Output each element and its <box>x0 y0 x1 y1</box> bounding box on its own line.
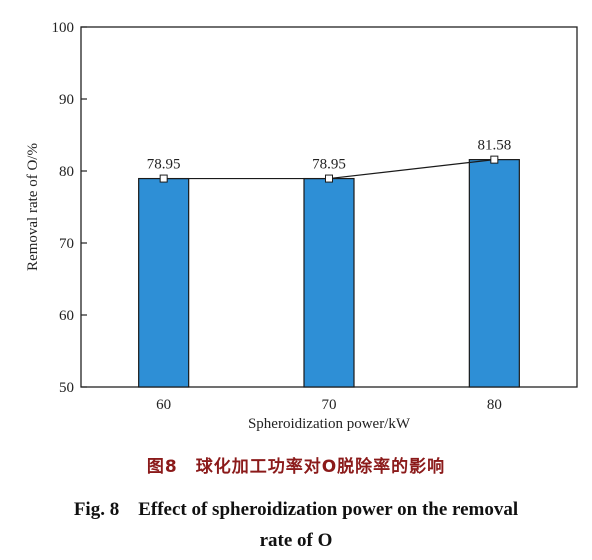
y-axis: 50 60 70 80 90 100 <box>52 20 87 396</box>
figure-caption-english-line2: rate of O <box>259 530 333 551</box>
x-axis-label: Spheroidization power/kW <box>248 416 411 432</box>
figure-caption-chinese: 图8 球化加工功率对O脱除率的影响 <box>146 457 446 477</box>
y-tick-label: 80 <box>59 164 74 180</box>
x-tick-label: 80 <box>487 397 502 413</box>
data-point-marker <box>490 155 499 164</box>
bars <box>138 159 520 388</box>
data-label: 78.95 <box>312 157 346 173</box>
bar <box>468 159 520 388</box>
x-tick-label: 60 <box>156 397 171 413</box>
figure-caption-english-line1: Fig. 8 Effect of spheroidization power o… <box>73 499 519 520</box>
bar-chart: 50 60 70 80 90 100 60 70 80 78.95 78.95 81.58 Sph… <box>25 20 578 432</box>
x-tick-label: 70 <box>322 397 337 413</box>
y-tick-label: 60 <box>59 308 74 324</box>
trend-line <box>159 155 499 183</box>
data-label: 78.95 <box>147 157 181 173</box>
data-labels: 78.95 78.95 81.58 <box>147 138 511 173</box>
y-axis-label: Removal rate of O/% <box>25 143 41 271</box>
bar <box>303 177 355 388</box>
y-tick-label: 90 <box>59 92 74 108</box>
bar <box>138 177 190 388</box>
data-label: 81.58 <box>477 138 511 154</box>
y-tick-label: 70 <box>59 236 74 252</box>
y-tick-label: 100 <box>52 20 75 36</box>
data-point-marker <box>325 174 333 183</box>
y-tick-label: 50 <box>59 380 74 396</box>
data-point-marker <box>159 174 168 183</box>
